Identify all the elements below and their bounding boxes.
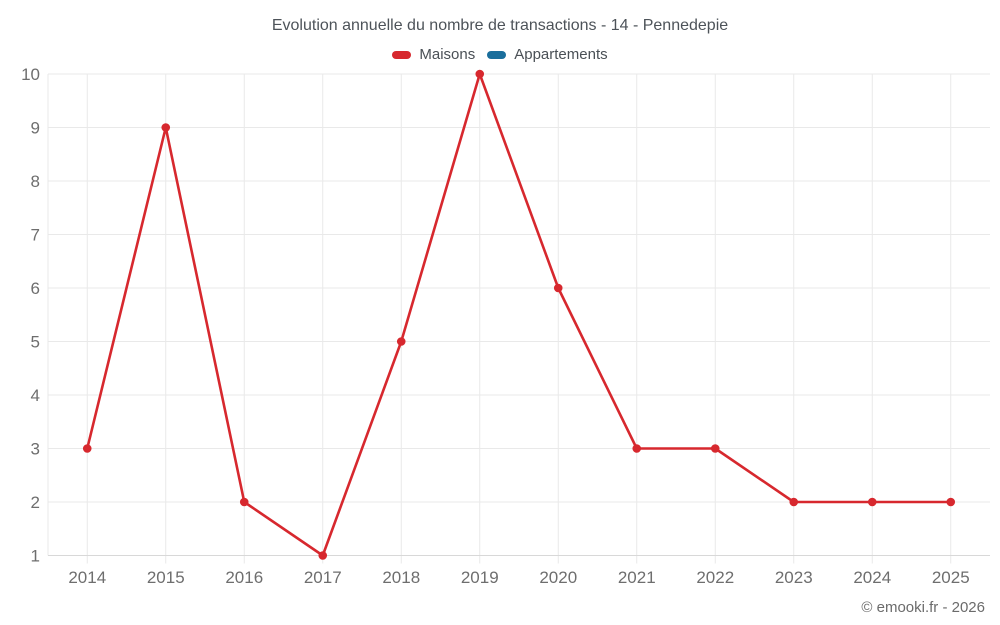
data-point-2023[interactable]	[789, 497, 799, 507]
x-axis-label-2022: 2022	[696, 568, 734, 587]
legend: Maisons Appartements	[0, 46, 1000, 63]
data-point-2017[interactable]	[318, 551, 328, 560]
y-axis-label-10: 10	[21, 65, 40, 84]
data-point-2022[interactable]	[710, 444, 720, 453]
data-point-2021[interactable]	[632, 444, 642, 453]
appartements-legend-swatch-icon	[487, 50, 507, 59]
y-axis-label-2: 2	[31, 493, 40, 512]
x-axis-label-2015: 2015	[147, 568, 185, 587]
chart-title: Evolution annuelle du nombre de transact…	[271, 17, 729, 34]
legend-item-appartements[interactable]: Appartements	[487, 46, 608, 63]
x-axis-label-2020: 2020	[539, 568, 577, 587]
data-point-2025[interactable]	[946, 497, 956, 507]
x-axis-label-2021: 2021	[618, 568, 656, 587]
y-axis-label-3: 3	[31, 440, 40, 459]
x-axis-label-2024: 2024	[853, 568, 891, 587]
y-axis-label-9: 9	[31, 119, 40, 138]
x-axis-label-2018: 2018	[382, 568, 420, 587]
legend-item-label: Appartements	[514, 46, 608, 63]
data-point-2018[interactable]	[396, 337, 406, 346]
x-axis-label-2019: 2019	[461, 568, 499, 587]
x-axis-label-2016: 2016	[225, 568, 263, 587]
x-axis-label-2023: 2023	[775, 568, 813, 587]
data-point-2024[interactable]	[867, 497, 877, 507]
x-axis-label-2014: 2014	[68, 568, 106, 587]
maisons-legend-swatch-icon	[392, 50, 412, 59]
y-axis-label-5: 5	[31, 333, 40, 352]
y-axis-label-4: 4	[31, 386, 40, 405]
y-axis-label-6: 6	[31, 279, 40, 298]
legend-item-label: Maisons	[419, 46, 476, 63]
series-line-maisons	[85, 72, 953, 557]
y-axis-label-8: 8	[31, 172, 40, 191]
data-point-2016[interactable]	[239, 497, 249, 507]
data-point-2015[interactable]	[161, 123, 171, 132]
x-axis-label-2025: 2025	[932, 568, 970, 587]
y-axis-label-7: 7	[31, 226, 40, 245]
copyright-credit[interactable]: © emooki.fr - 2026	[861, 599, 985, 616]
data-point-2019[interactable]	[475, 69, 485, 79]
y-axis-label-1: 1	[31, 547, 40, 566]
legend-item-maisons[interactable]: Maisons	[392, 46, 475, 63]
x-axis-label-2017: 2017	[304, 568, 342, 587]
data-point-2020[interactable]	[553, 283, 563, 293]
data-point-2014[interactable]	[82, 444, 92, 453]
